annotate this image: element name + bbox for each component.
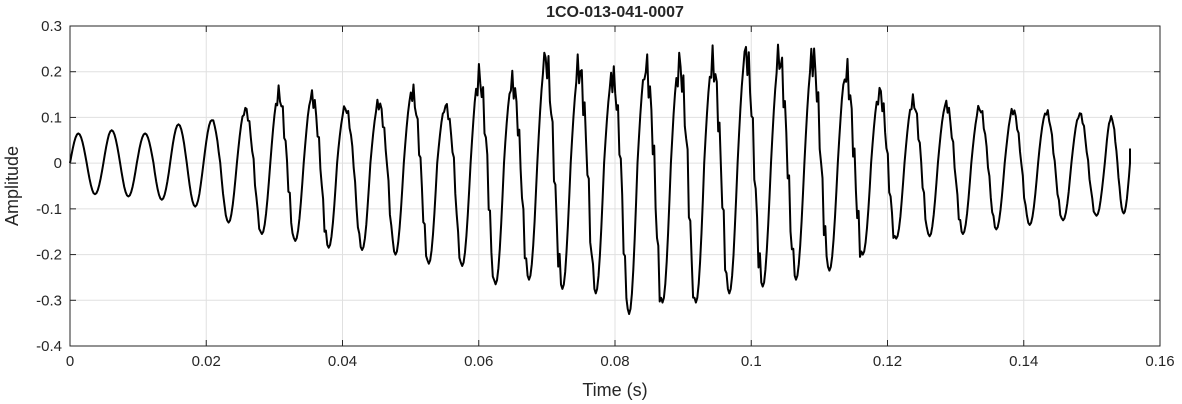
chart-title: 1CO-013-041-0007	[546, 4, 684, 21]
y-tick-label: 0.2	[41, 64, 62, 81]
x-tick-label: 0.14	[1009, 353, 1038, 370]
y-axis-label: Amplitude	[2, 146, 22, 226]
x-tick-label: 0.12	[873, 353, 902, 370]
y-tick-label: 0.1	[41, 109, 62, 126]
y-tick-label: 0	[54, 155, 62, 172]
y-tick-label: -0.2	[36, 247, 62, 264]
x-tick-label: 0.02	[192, 353, 221, 370]
x-tick-label: 0	[66, 353, 74, 370]
x-axis-ticks: 0 0.02 0.04 0.06 0.08 0.1 0.12 0.14 0.16	[66, 26, 1175, 370]
y-tick-label: -0.4	[36, 338, 62, 355]
x-tick-label: 0.1	[741, 353, 762, 370]
x-tick-label: 0.16	[1145, 353, 1174, 370]
x-axis-label: Time (s)	[582, 380, 647, 400]
x-tick-label: 0.06	[464, 353, 493, 370]
x-tick-label: 0.08	[600, 353, 629, 370]
waveform-series-line	[69, 43, 1131, 315]
x-tick-label: 0.04	[328, 353, 357, 370]
y-tick-label: 0.3	[41, 18, 62, 35]
y-tick-label: -0.3	[36, 292, 62, 309]
y-axis-ticks: -0.4 -0.3 -0.2 -0.1 0 0.1 0.2 0.3	[36, 18, 1160, 355]
y-tick-label: -0.1	[36, 201, 62, 218]
